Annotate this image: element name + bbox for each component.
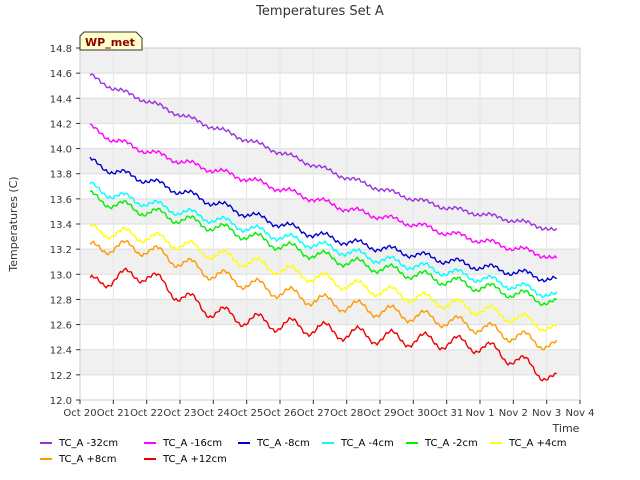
y-tick-label: 12.6: [50, 321, 72, 332]
y-tick-label: 12.0: [50, 396, 72, 407]
plot-band: [80, 299, 580, 325]
badge-box: [79, 31, 143, 51]
legend-item: TC_A -16cm: [144, 436, 222, 450]
y-tick-label: 13.4: [50, 220, 72, 231]
x-tick-label: Nov 1: [465, 408, 494, 419]
legend-item: TC_A -8cm: [238, 436, 310, 450]
legend-label: TC_A -4cm: [341, 437, 394, 449]
legend-swatch: [144, 458, 156, 460]
legend-swatch: [322, 442, 334, 444]
legend-swatch: [406, 442, 418, 444]
y-tick-label: 14.4: [50, 94, 72, 105]
y-tick-label: 14.2: [50, 119, 72, 130]
plot-band: [80, 48, 580, 74]
legend-item: TC_A -32cm: [40, 436, 118, 450]
series-line: [89, 223, 558, 332]
x-tick-label: Oct 21: [97, 408, 130, 419]
x-tick-label: Oct 25: [230, 408, 263, 419]
x-tick-label: Oct 28: [330, 408, 363, 419]
legend-label: TC_A +8cm: [59, 453, 117, 465]
legend-label: TC_A +4cm: [509, 437, 567, 449]
series-line: [89, 73, 558, 232]
y-tick-label: 14.6: [50, 69, 72, 80]
series-line: [89, 181, 558, 299]
x-tick-label: Oct 31: [430, 408, 463, 419]
y-tick-label: 12.2: [50, 371, 72, 382]
x-tick-label: Oct 29: [363, 408, 396, 419]
y-tick-label: 14.0: [50, 145, 72, 156]
plot-band: [80, 349, 580, 375]
y-axis-label: Temperatures (C): [7, 176, 20, 272]
x-tick-label: Oct 20: [63, 408, 96, 419]
legend-label: TC_A -32cm: [59, 437, 119, 449]
badge-label: WP_met: [85, 36, 135, 49]
legend-item: TC_A +8cm: [40, 452, 117, 466]
x-tick-label: Nov 3: [532, 408, 561, 419]
x-tick-label: Nov 4: [565, 408, 594, 419]
y-tick-label: 13.2: [50, 245, 72, 256]
legend-label: TC_A -16cm: [163, 437, 223, 449]
plot-band: [80, 98, 580, 124]
series-line: [89, 239, 558, 351]
legend: TC_A -32cm TC_A -16cm TC_A -8cm TC_A -4cm TC…: [40, 436, 630, 476]
plot-band: [80, 249, 580, 275]
legend-swatch: [40, 442, 52, 444]
series-line: [89, 189, 558, 306]
y-tick-label: 13.8: [50, 170, 72, 181]
y-tick-label: 14.8: [50, 44, 72, 55]
x-tick-label: Oct 24: [197, 408, 230, 419]
legend-item: TC_A +12cm: [144, 452, 227, 466]
legend-swatch: [144, 442, 156, 444]
x-tick-label: Oct 23: [163, 408, 196, 419]
chart-title: Temperatures Set A: [255, 4, 384, 19]
legend-label: TC_A +12cm: [163, 453, 227, 465]
x-tick-label: Oct 30: [397, 408, 430, 419]
x-axis-label: Time: [552, 422, 580, 435]
x-tick-label: Oct 22: [130, 408, 163, 419]
x-axis-ticks: Oct 20 Oct 21 Oct 22 Oct 23 Oct 24 Oct 25 Oct …: [63, 400, 595, 419]
legend-label: TC_A -8cm: [257, 437, 310, 449]
legend-item: TC_A -4cm: [322, 436, 394, 450]
wp-met-badge: WP_met: [79, 31, 143, 51]
y-tick-label: 13.6: [50, 195, 72, 206]
x-tick-label: Oct 26: [263, 408, 296, 419]
x-tick-label: Oct 27: [297, 408, 330, 419]
legend-item: TC_A +4cm: [490, 436, 567, 450]
series-line: [89, 267, 557, 382]
y-tick-label: 12.8: [50, 295, 72, 306]
legend-swatch: [238, 442, 250, 444]
legend-label: TC_A -2cm: [425, 437, 478, 449]
series-lines: [89, 73, 558, 382]
y-axis-ticks: 12.0 12.2 12.4 12.6 12.8 13.0 13.2 13.4 13.6 13.8…: [50, 44, 80, 407]
series-line: [89, 123, 558, 260]
series-line: [89, 156, 558, 283]
legend-swatch: [490, 442, 502, 444]
gridlines: [79, 47, 581, 401]
y-tick-label: 12.4: [50, 346, 72, 357]
x-tick-label: Nov 2: [499, 408, 528, 419]
legend-item: TC_A -2cm: [406, 436, 478, 450]
y-tick-label: 13.0: [50, 270, 72, 281]
legend-swatch: [40, 458, 52, 460]
